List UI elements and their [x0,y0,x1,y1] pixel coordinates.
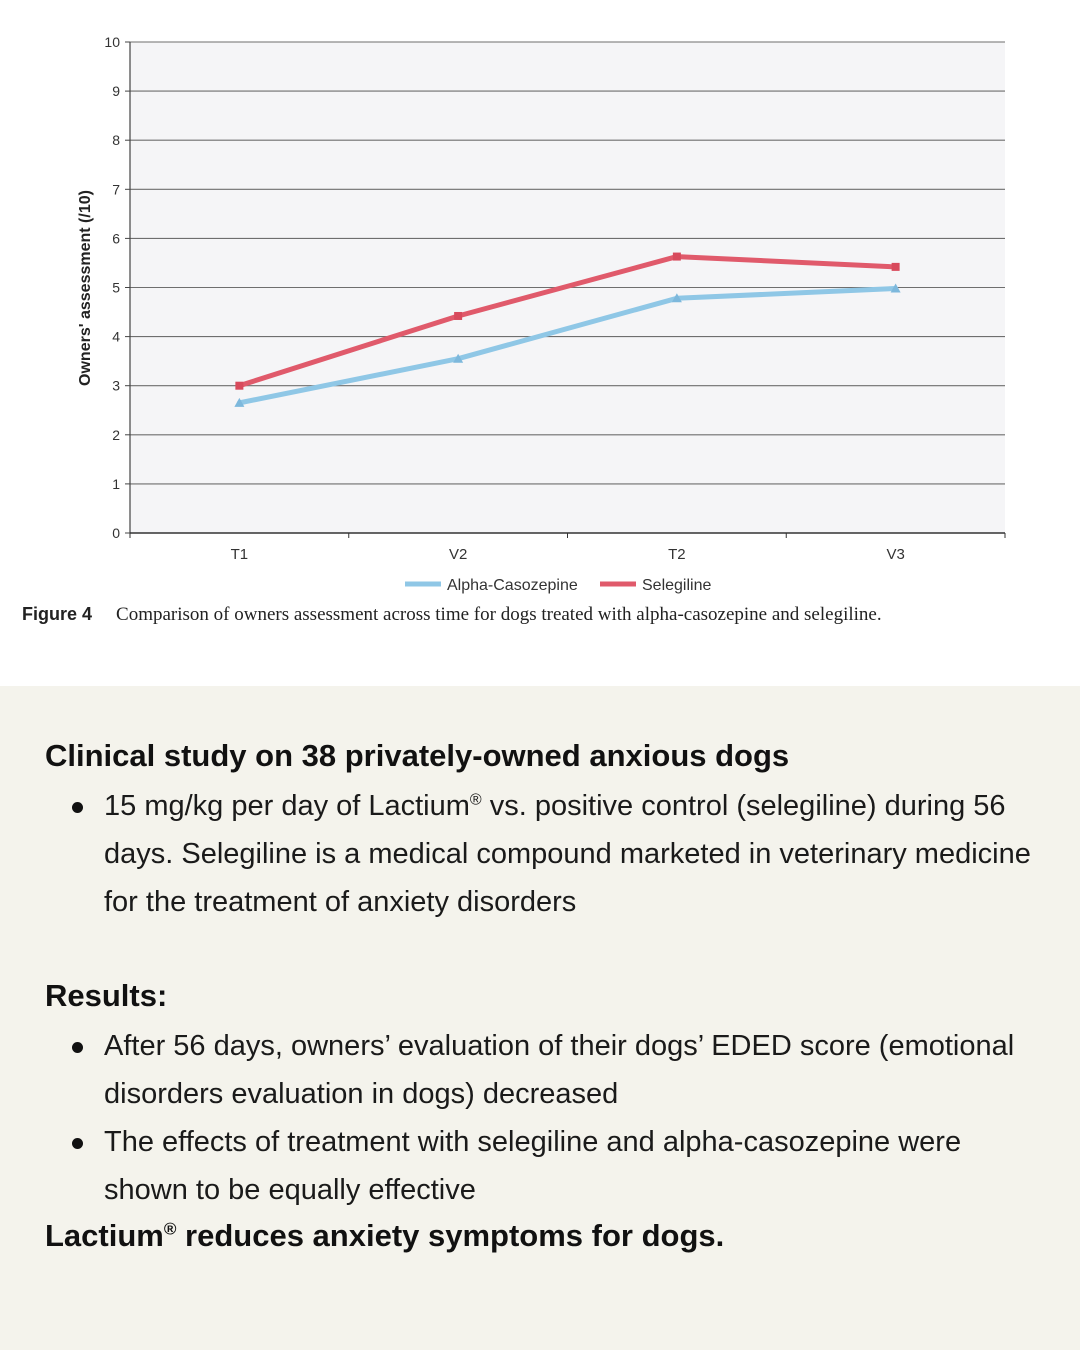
legend-label: Alpha-Casozepine [447,577,578,594]
axes: 0 1 2 3 4 5 6 7 8 9 10 T1 V2 T2 V3 [104,34,1006,563]
data-point [890,283,901,293]
data-point [671,293,682,303]
figure-caption-text: Comparison of owners assessment across t… [116,604,882,625]
y-tick-label: 4 [112,329,120,345]
y-tick-label: 5 [112,280,120,296]
figure-panel: 0 1 2 3 4 5 6 7 8 9 10 T1 V2 T2 V3 Owners' assessment … [0,0,1080,686]
study-bullet-list: 15 mg/kg per day of Lactium® vs. positiv… [72,782,1044,926]
y-tick-label: 1 [112,476,120,492]
results-bullet-list: After 56 days, owners’ evaluation of the… [72,1022,1044,1214]
y-tick-label: 9 [112,83,120,99]
conclusion-text-cont: reduces anxiety symptoms for dogs. [176,1218,725,1253]
data-point [453,353,464,363]
conclusion-text: Lactium [45,1218,164,1253]
data-point [454,311,463,320]
study-bullet-text-cont: vs. positive control (selegiline) during… [104,790,1031,918]
results-bullet: After 56 days, owners’ evaluation of the… [72,1022,1044,1118]
series-line [236,254,899,389]
study-bullet: 15 mg/kg per day of Lactium® vs. positiv… [72,782,1044,926]
y-tick-label: 10 [104,34,120,50]
results-heading: Results: [45,978,168,1013]
y-tick-label: 7 [112,181,120,197]
y-tick-label: 6 [112,230,120,246]
gridlines [130,41,1005,534]
figure-label: Figure 4 [22,604,93,624]
data-point [234,397,245,407]
x-tick-label: V2 [449,546,467,563]
legend: Alpha-Casozepine Selegiline [405,577,711,594]
y-tick-label: 0 [112,525,120,541]
figure-caption: Figure 4 Comparison of owners assessment … [22,604,882,626]
data-point [672,252,681,261]
data-point [235,381,244,390]
x-tick-label: V3 [886,546,904,563]
registered-mark: ® [469,791,482,809]
conclusion: Lactium® reduces anxiety symptoms for do… [45,1218,724,1254]
text-panel: Clinical study on 38 privately-owned anx… [0,686,1080,1350]
x-tick-label: T1 [231,546,249,563]
study-heading: Clinical study on 38 privately-owned anx… [45,738,790,773]
data-point [891,262,900,271]
y-tick-label: 8 [112,132,120,148]
y-tick-label: 3 [112,378,120,394]
results-bullet: The effects of treatment with selegiline… [72,1118,1044,1214]
x-tick-label: T2 [668,546,686,563]
registered-mark: ® [163,1219,177,1239]
series [234,252,901,407]
y-tick-label: 2 [112,427,120,443]
series-line [236,285,899,406]
line-chart: 0 1 2 3 4 5 6 7 8 9 10 T1 V2 T2 V3 Owners' assessment … [77,34,1006,594]
legend-label: Selegiline [642,577,711,594]
y-axis-label: Owners' assessment (/10) [77,190,94,386]
study-bullet-text: 15 mg/kg per day of Lactium [104,790,470,822]
